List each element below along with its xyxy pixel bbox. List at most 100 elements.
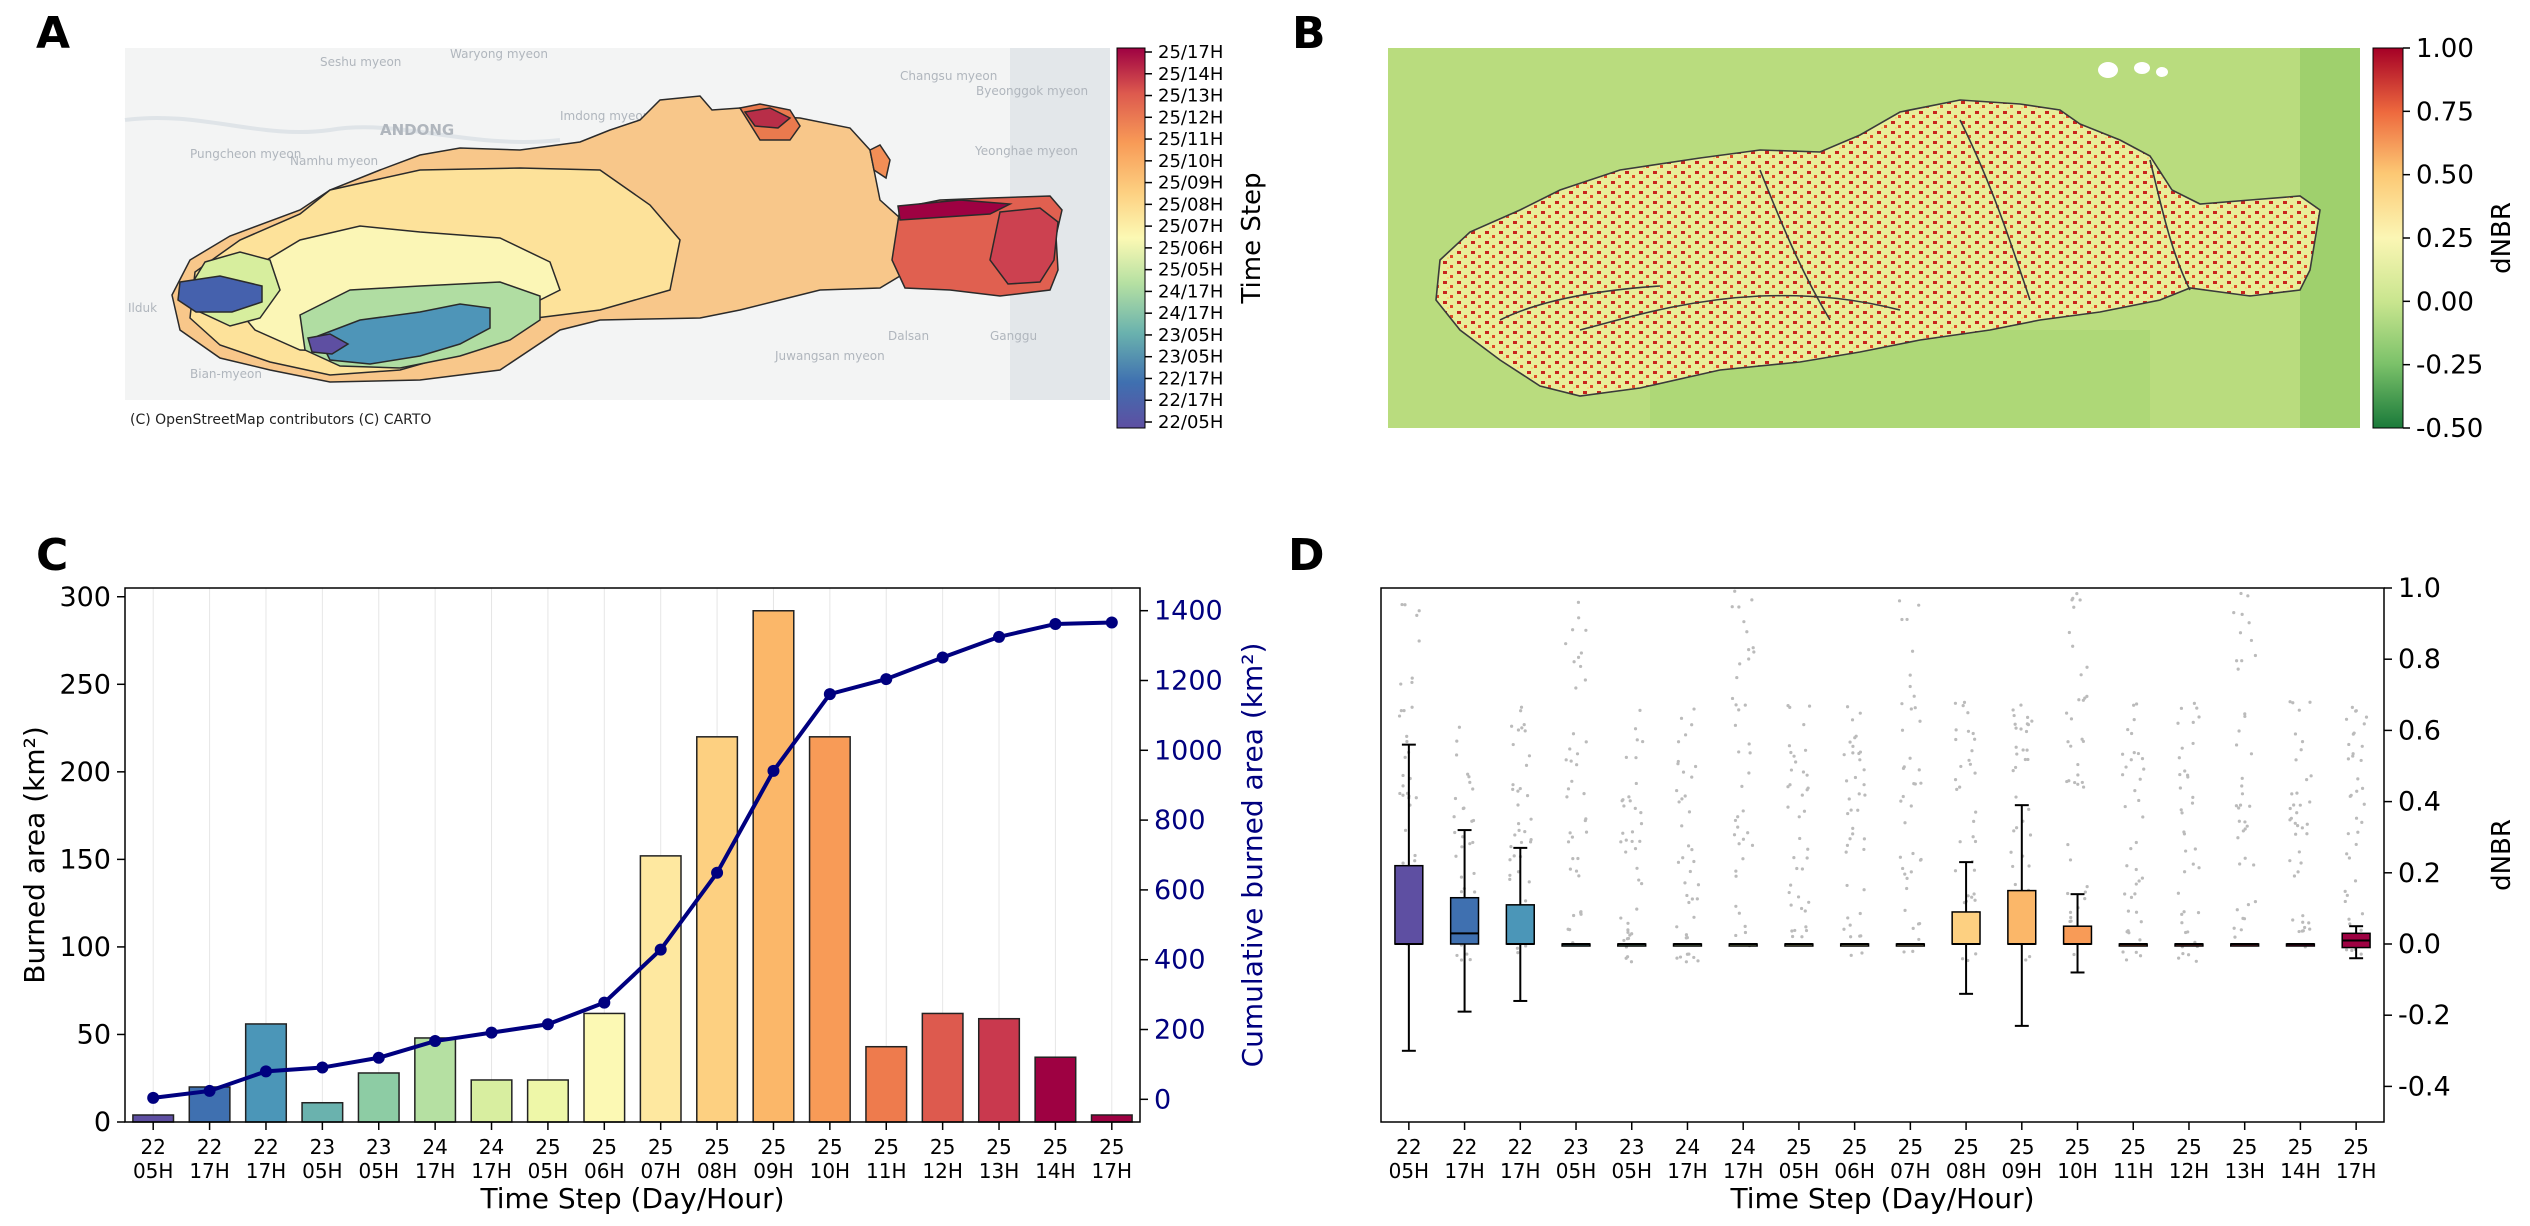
jitter-point [1786,785,1790,789]
jitter-point [2071,644,2075,648]
jitter-point [1750,843,1755,847]
jitter-point [1903,908,1907,912]
cloud-patch [2098,62,2118,78]
jitter-point [1918,921,1922,926]
jitter-point [2129,731,2134,736]
jitter-point [2240,659,2244,663]
x-tick-label: 25 [648,1135,673,1159]
y2-axis-label: Cumulative burned area (km²) [1236,643,1269,1068]
jitter-point [2019,727,2023,731]
jitter-point [2013,722,2017,726]
jitter-point [1455,739,1459,743]
jitter-point [1459,875,1464,879]
jitter-point [2362,802,2366,806]
jitter-point [1508,858,1512,862]
jitter-point [1459,890,1464,894]
jitter-point [1953,701,1958,705]
cumulative-point [711,866,724,879]
jitter-point [1509,845,1513,849]
jitter-point [1635,738,1639,742]
jitter-point [2126,727,2130,732]
jitter-point [1571,732,1576,736]
jitter-point [1626,921,1630,925]
jitter-point [2066,740,2070,744]
bar [865,1045,908,1123]
x-tick-label: 08H [697,1159,738,1183]
jitter-point [1626,930,1630,934]
jitter-point [2303,925,2307,930]
jitter-point [1917,937,1921,942]
jitter-point [1630,932,1634,936]
jitter-point [2027,864,2031,868]
jitter-point [2140,876,2144,880]
jitter-point [2243,827,2247,831]
jitter-point [2359,952,2363,956]
jitter-point [1405,734,1409,739]
jitter-point [2138,954,2143,958]
jitter-point [1629,960,1634,964]
jitter-point [2179,706,2184,710]
jitter-point [1508,877,1512,882]
jitter-point [2238,631,2243,635]
jitter-point [1800,867,1804,871]
jitter-point [2191,862,2195,866]
place-label: Seshu myeon [320,55,401,69]
jitter-point [1795,866,1799,871]
jitter-point [2069,717,2074,721]
jitter-point [2177,756,2181,760]
jitter-point [1579,910,1583,915]
jitter-point [1410,680,1414,685]
jitter-point [2027,807,2031,811]
jitter-point [2014,745,2018,749]
x-tick-label: 17H [2336,1159,2377,1183]
jitter-point [1846,916,1850,920]
jitter-point [1955,787,1959,792]
jitter-point [1801,770,1806,774]
jitter-point [2123,804,2127,809]
colorbar-tick-label: 24/17H [1158,303,1223,324]
place-label: Juwangsan myeon [774,349,885,363]
jitter-point [1750,598,1754,602]
jitter-point [2072,605,2076,609]
jitter-point [2182,832,2187,836]
perimeter-25-14h [989,207,1059,285]
jitter-point [1584,830,1589,834]
jitter-point [2011,708,2015,712]
jitter-point [1954,728,1958,732]
x-tick-label: 17H [1092,1159,1133,1183]
jitter-point [1640,882,1644,886]
jitter-point [2186,953,2191,957]
jitter-point [2024,729,2029,734]
jitter-point [1524,944,1528,948]
jitter-point [1681,770,1686,774]
jitter-point [1454,753,1459,757]
jitter-point [2308,927,2312,931]
x-tick-label: 13H [979,1159,1020,1183]
jitter-point [1911,851,1915,856]
jitter-point [2235,908,2239,912]
jitter-point [2233,935,2237,939]
jitter-point [1845,883,1849,888]
x-tick-label: 25 [1842,1135,1867,1159]
jitter-point [1745,630,1749,634]
jitter-point [2081,739,2085,744]
jitter-point [2077,698,2081,702]
jitter-point [1696,883,1701,887]
cumulative-point [993,630,1006,643]
jitter-point [2075,592,2079,596]
jitter-point [1468,842,1472,846]
jitter-point [2014,826,2019,830]
jitter-point [2249,638,2254,643]
cumulative-point [654,943,667,956]
jitter-point [1692,707,1696,711]
x-tick-label: 10H [810,1159,851,1183]
jitter-point [2129,895,2134,899]
jitter-point [2297,708,2301,712]
jitter-point [1799,906,1804,911]
jitter-point [2080,780,2084,785]
jitter-point [1804,928,1809,933]
jitter-point [2180,811,2184,815]
jitter-point [1958,840,1962,844]
jitter-point [1413,853,1417,858]
jitter-point [2070,598,2074,602]
